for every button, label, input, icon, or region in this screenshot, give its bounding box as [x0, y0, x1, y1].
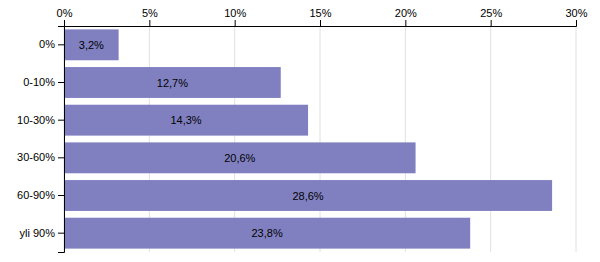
y-tick-mark: [58, 44, 64, 45]
x-tick: 10%: [224, 7, 246, 26]
bar: [64, 142, 416, 173]
bar: [64, 218, 470, 249]
y-tick-label: 0-10%: [23, 76, 55, 88]
bar: [64, 67, 281, 98]
bars: [64, 29, 552, 248]
data-label: 3,2%: [79, 39, 104, 51]
data-labels: 3,2% 12,7% 14,3% 20,6% 28,6% 23,8%: [79, 39, 324, 239]
y-tick-mark: [58, 157, 64, 158]
y-tick-mark: [58, 195, 64, 196]
chart: 3,2% 12,7% 14,3% 20,6% 28,6% 23,8% 0% 5% 10% 15% 2…: [0, 0, 600, 262]
x-tick: 20%: [395, 7, 417, 26]
x-tick-label: 0%: [57, 7, 73, 19]
y-tick: 30-60%: [17, 151, 64, 163]
x-tick: 15%: [309, 7, 331, 26]
x-tick-label: 25%: [480, 7, 502, 19]
data-label: 28,6%: [292, 190, 323, 202]
y-tick-label: 0%: [39, 38, 55, 50]
y-tick: 10-30%: [17, 114, 64, 126]
x-tick-mark: [576, 20, 577, 26]
x-tick-label: 30%: [565, 7, 587, 19]
y-tick-label: yli 90%: [20, 227, 56, 239]
y-axis: 0% 0-10% 10-30% 30-60% 60-90% yli 90%: [17, 27, 64, 253]
y-tick: yli 90%: [20, 227, 64, 239]
x-tick-mark: [149, 20, 150, 26]
x-axis: 0% 5% 10% 15% 20% 25% 30%: [57, 7, 588, 27]
x-tick: 0%: [57, 7, 73, 26]
grid: [64, 26, 576, 252]
data-label: 20,6%: [224, 152, 255, 164]
x-tick-label: 15%: [309, 7, 331, 19]
x-tick-mark: [64, 20, 65, 26]
x-tick-mark: [235, 20, 236, 26]
x-axis-line: [65, 20, 577, 27]
x-tick-mark: [491, 20, 492, 26]
y-tick-label: 10-30%: [17, 114, 55, 126]
grid-line: [576, 26, 577, 252]
x-tick-mark: [320, 20, 321, 26]
x-tick-label: 20%: [395, 7, 417, 19]
grid-line: [490, 26, 491, 252]
y-tick-mark: [58, 233, 64, 234]
x-tick-label: 5%: [142, 7, 158, 19]
x-tick-label: 10%: [224, 7, 246, 19]
x-tick-mark: [405, 20, 406, 26]
bar: [64, 105, 308, 136]
y-tick: 0%: [39, 38, 64, 50]
y-axis-line: [58, 27, 65, 253]
x-tick: 30%: [565, 7, 587, 26]
bar: [64, 29, 119, 60]
y-tick: 0-10%: [23, 76, 64, 88]
y-tick-label: 30-60%: [17, 151, 55, 163]
x-tick: 5%: [142, 7, 158, 26]
y-tick: 60-90%: [17, 189, 64, 201]
data-label: 14,3%: [170, 114, 201, 126]
bar: [64, 180, 552, 211]
x-tick: 25%: [480, 7, 502, 26]
y-tick-mark: [58, 120, 64, 121]
data-label: 23,8%: [251, 227, 282, 239]
y-tick-label: 60-90%: [17, 189, 55, 201]
plot: 3,2% 12,7% 14,3% 20,6% 28,6% 23,8% 0% 5% 10% 15% 2…: [17, 7, 588, 253]
data-label: 12,7%: [157, 77, 188, 89]
y-tick-mark: [58, 82, 64, 83]
